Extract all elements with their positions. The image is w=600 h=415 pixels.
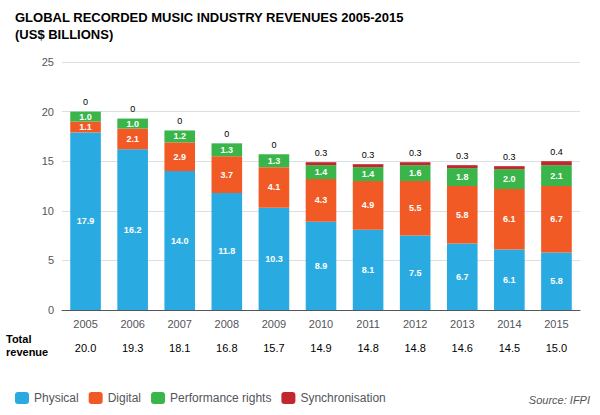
- svg-text:Source: IFPI: Source: IFPI: [529, 394, 590, 406]
- svg-text:(US$ BILLIONS): (US$ BILLIONS): [15, 27, 113, 42]
- svg-text:2.1: 2.1: [126, 134, 139, 144]
- svg-text:6.7: 6.7: [456, 272, 469, 282]
- svg-text:17.9: 17.9: [77, 216, 95, 226]
- svg-text:0: 0: [177, 116, 182, 126]
- svg-text:3.7: 3.7: [221, 170, 234, 180]
- svg-text:Physical: Physical: [34, 391, 79, 405]
- svg-text:15.0: 15.0: [546, 342, 567, 354]
- svg-text:1.3: 1.3: [268, 156, 281, 166]
- svg-text:16.8: 16.8: [216, 342, 237, 354]
- svg-text:2007: 2007: [167, 318, 191, 330]
- svg-text:1.3: 1.3: [221, 145, 234, 155]
- svg-text:1.8: 1.8: [456, 172, 469, 182]
- svg-text:2012: 2012: [403, 318, 427, 330]
- svg-text:2008: 2008: [215, 318, 239, 330]
- svg-text:0: 0: [83, 97, 88, 107]
- svg-text:1.1: 1.1: [79, 122, 92, 132]
- svg-text:10.3: 10.3: [265, 254, 283, 264]
- svg-text:6.7: 6.7: [550, 214, 563, 224]
- svg-text:2015: 2015: [544, 318, 568, 330]
- svg-text:2009: 2009: [262, 318, 286, 330]
- svg-text:5.5: 5.5: [409, 203, 422, 213]
- svg-text:2.1: 2.1: [550, 171, 563, 181]
- svg-text:0: 0: [130, 104, 135, 114]
- svg-text:11.8: 11.8: [218, 246, 235, 256]
- svg-text:0.3: 0.3: [315, 148, 328, 158]
- svg-text:6.1: 6.1: [503, 275, 516, 285]
- svg-text:2006: 2006: [120, 318, 144, 330]
- svg-text:10: 10: [42, 205, 54, 217]
- svg-text:16.2: 16.2: [124, 225, 142, 235]
- svg-text:0: 0: [48, 304, 54, 316]
- svg-text:14.5: 14.5: [499, 342, 520, 354]
- svg-text:Digital: Digital: [108, 391, 141, 405]
- svg-text:revenue: revenue: [6, 346, 48, 358]
- svg-text:14.9: 14.9: [310, 342, 331, 354]
- svg-text:1.0: 1.0: [126, 119, 139, 129]
- svg-text:0.3: 0.3: [409, 148, 422, 158]
- svg-text:1.0: 1.0: [79, 112, 92, 122]
- svg-text:20: 20: [42, 106, 54, 118]
- svg-text:0.3: 0.3: [503, 152, 516, 162]
- svg-text:7.5: 7.5: [409, 268, 422, 278]
- svg-text:1.2: 1.2: [173, 131, 186, 141]
- svg-text:2013: 2013: [450, 318, 474, 330]
- svg-text:4.3: 4.3: [315, 195, 328, 205]
- svg-text:0: 0: [271, 140, 276, 150]
- svg-text:1.4: 1.4: [362, 169, 375, 179]
- svg-text:5.8: 5.8: [550, 276, 563, 286]
- svg-text:20.0: 20.0: [75, 342, 96, 354]
- svg-text:14.8: 14.8: [404, 342, 425, 354]
- svg-text:Total: Total: [6, 333, 31, 345]
- svg-text:14.6: 14.6: [452, 342, 473, 354]
- svg-text:2005: 2005: [73, 318, 97, 330]
- svg-text:8.1: 8.1: [362, 265, 375, 275]
- svg-text:14.0: 14.0: [171, 236, 189, 246]
- svg-text:1.6: 1.6: [409, 168, 422, 178]
- svg-text:15: 15: [42, 155, 54, 167]
- svg-text:0.4: 0.4: [550, 147, 563, 157]
- svg-text:0: 0: [224, 129, 229, 139]
- svg-text:18.1: 18.1: [169, 342, 190, 354]
- svg-text:5.8: 5.8: [456, 210, 469, 220]
- svg-text:GLOBAL RECORDED MUSIC INDUSTRY: GLOBAL RECORDED MUSIC INDUSTRY REVENUES …: [15, 10, 403, 25]
- svg-text:6.1: 6.1: [503, 214, 516, 224]
- svg-text:Performance rights: Performance rights: [170, 391, 271, 405]
- svg-text:15.7: 15.7: [263, 342, 284, 354]
- svg-text:4.9: 4.9: [362, 200, 375, 210]
- svg-text:2014: 2014: [497, 318, 521, 330]
- svg-text:2011: 2011: [356, 318, 380, 330]
- svg-text:19.3: 19.3: [122, 342, 143, 354]
- svg-text:25: 25: [42, 56, 54, 68]
- svg-text:1.4: 1.4: [315, 167, 328, 177]
- svg-text:0.3: 0.3: [362, 150, 375, 160]
- svg-text:2.9: 2.9: [173, 152, 186, 162]
- svg-text:0.3: 0.3: [456, 151, 469, 161]
- svg-text:2010: 2010: [309, 318, 333, 330]
- svg-text:14.8: 14.8: [357, 342, 378, 354]
- svg-text:2.0: 2.0: [503, 174, 516, 184]
- svg-text:8.9: 8.9: [315, 261, 328, 271]
- svg-text:Synchronisation: Synchronisation: [300, 391, 385, 405]
- svg-text:5: 5: [48, 254, 54, 266]
- svg-text:4.1: 4.1: [268, 182, 281, 192]
